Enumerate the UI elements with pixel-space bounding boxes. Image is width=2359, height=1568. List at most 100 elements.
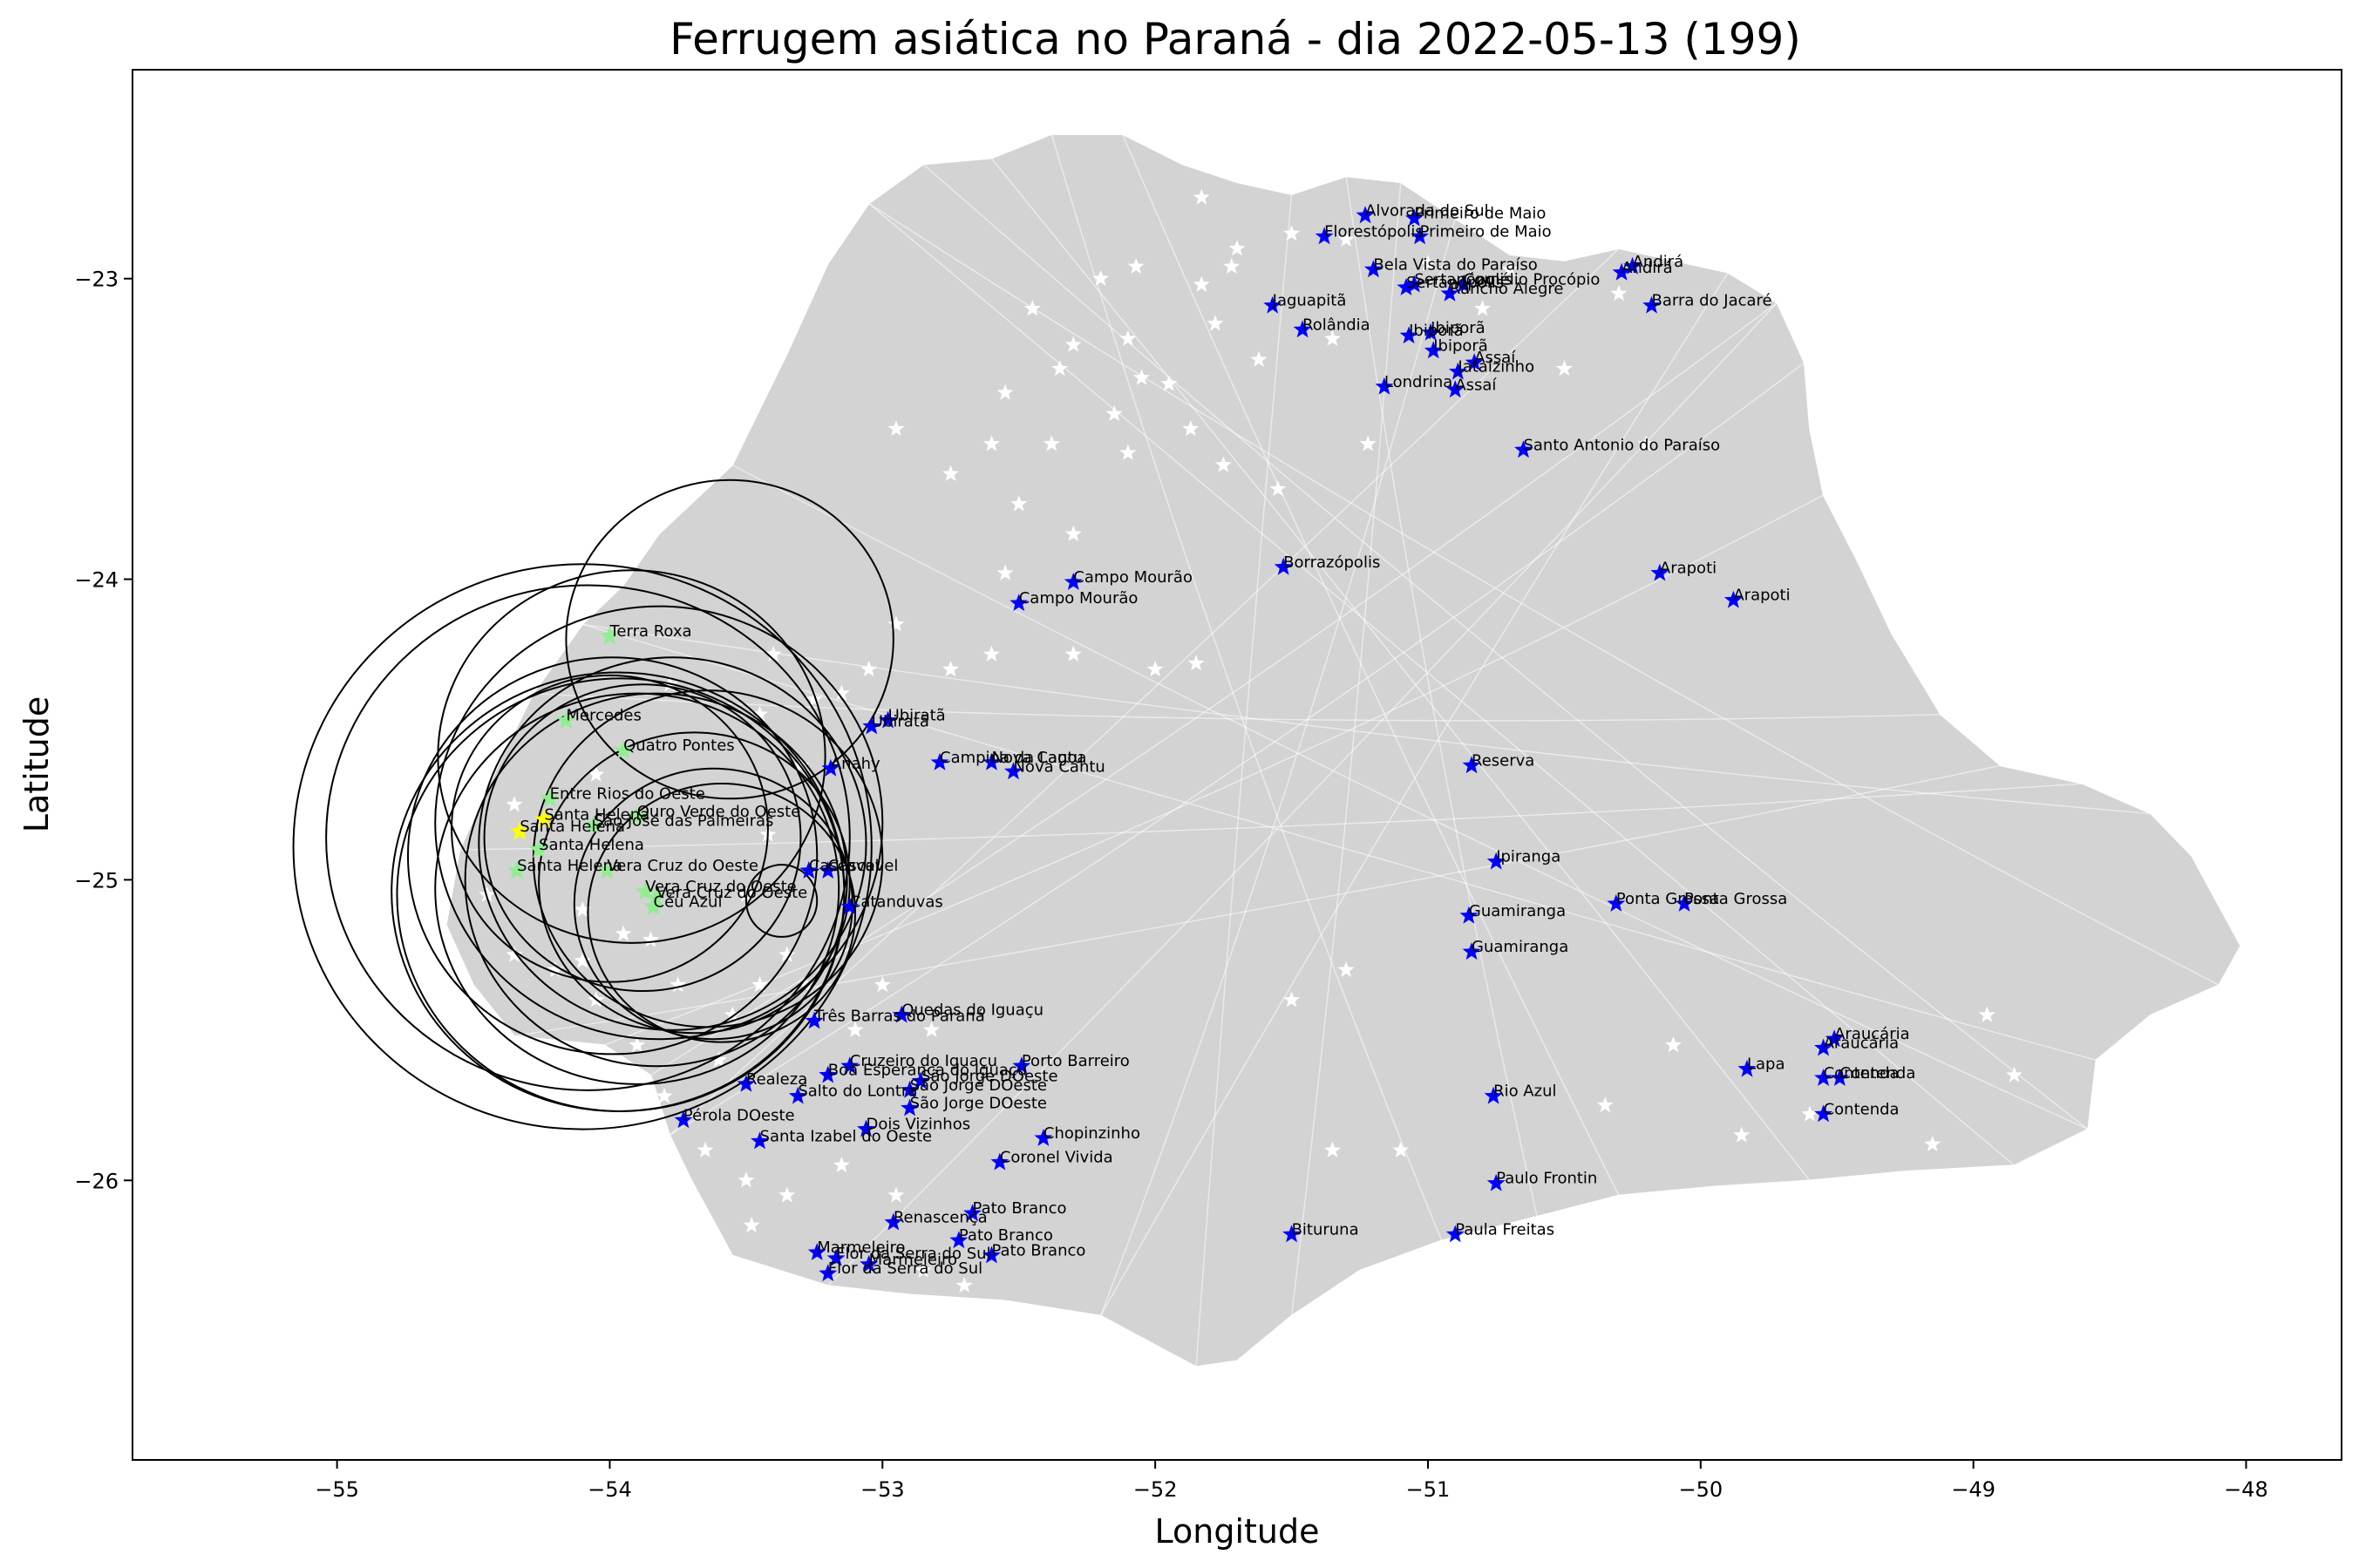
infected-point bbox=[635, 881, 656, 900]
station-marker bbox=[840, 897, 860, 915]
point-label: Santo Antonio do Paraíso bbox=[1523, 436, 1720, 454]
station-marker bbox=[1484, 1086, 1503, 1104]
background-star bbox=[1187, 655, 1205, 671]
station-marker bbox=[860, 1254, 879, 1273]
point-label: Ibiporã bbox=[1409, 322, 1464, 340]
point-label: Rolândia bbox=[1302, 316, 1370, 334]
x-tick-label: −49 bbox=[1951, 1477, 1995, 1502]
infected-point bbox=[556, 709, 576, 730]
background-star bbox=[1146, 661, 1164, 677]
station-marker bbox=[857, 1119, 875, 1137]
background-star bbox=[1801, 1105, 1819, 1122]
station-marker bbox=[1404, 208, 1424, 227]
background-star bbox=[738, 1171, 755, 1188]
station-marker bbox=[1448, 362, 1467, 380]
point-label: Nova Cantu bbox=[991, 749, 1083, 767]
buffer-circle bbox=[325, 584, 851, 1091]
background-star bbox=[1474, 300, 1492, 316]
point-label: Pérola DOeste bbox=[683, 1106, 795, 1124]
station-marker bbox=[879, 710, 897, 729]
point-label: Jaguapitã bbox=[1272, 292, 1347, 310]
background-star bbox=[1250, 350, 1268, 367]
point-label: Contenda bbox=[1824, 1100, 1900, 1118]
x-tick-label: −53 bbox=[860, 1477, 905, 1502]
station-marker bbox=[1825, 1029, 1844, 1048]
buffer-circle bbox=[434, 605, 884, 1041]
background-star bbox=[778, 1186, 796, 1203]
boundary-line bbox=[582, 623, 2152, 815]
map-layer bbox=[445, 133, 2242, 1368]
background-star bbox=[1596, 1096, 1614, 1113]
background-star bbox=[710, 1051, 728, 1068]
point-label: Primeiro de Maio bbox=[1420, 222, 1552, 241]
point-label: Florestópolis bbox=[1324, 222, 1424, 241]
background-star bbox=[887, 615, 905, 632]
station-marker bbox=[963, 1204, 982, 1222]
station-marker bbox=[1004, 762, 1023, 780]
station-marker bbox=[1012, 1056, 1031, 1075]
point-labels: Terra Roxa Mercedes Quatro Pontes Entre Rio… bbox=[517, 201, 1915, 1278]
background-star bbox=[846, 1021, 864, 1037]
station-marker bbox=[788, 1086, 807, 1104]
point-label: São José das Palmeiras bbox=[594, 811, 774, 830]
station-marker bbox=[892, 1005, 911, 1023]
point-label: Borrazópolis bbox=[1283, 553, 1380, 572]
point-label: Barra do Jacaré bbox=[1652, 292, 1772, 310]
station-marker bbox=[1397, 278, 1416, 295]
background-star bbox=[1419, 255, 1437, 271]
station-marker bbox=[1623, 256, 1642, 275]
station-marker bbox=[751, 1131, 769, 1150]
station-marker bbox=[1723, 590, 1743, 608]
station-marker bbox=[901, 1098, 920, 1117]
station-marker bbox=[1404, 275, 1424, 293]
y-axis: −23 −24 −25 −26 bbox=[74, 268, 133, 1193]
point-label: Ubiratã bbox=[872, 713, 929, 731]
station-marker bbox=[1737, 1059, 1757, 1077]
station-marker bbox=[1445, 380, 1465, 398]
point-label: Cascavel bbox=[809, 857, 880, 875]
point-label: Porto Barreiro bbox=[1022, 1052, 1130, 1070]
station-marker bbox=[826, 1248, 846, 1266]
point-label: Reserva bbox=[1472, 751, 1534, 770]
background-star bbox=[1010, 495, 1028, 512]
point-label: Boa Esperança do Iguaçu bbox=[828, 1062, 1028, 1080]
background-star bbox=[887, 1186, 905, 1203]
point-label: Santa Helena bbox=[539, 836, 644, 854]
background-star bbox=[724, 1006, 741, 1022]
background-star bbox=[1555, 360, 1573, 377]
point-label: São Jorge DOeste bbox=[921, 1067, 1057, 1085]
point-label: Assaí bbox=[1455, 376, 1497, 394]
buffer-circle bbox=[483, 683, 802, 993]
background-star bbox=[914, 1261, 932, 1278]
point-label: Campo Mourão bbox=[1073, 568, 1193, 587]
boundary-line bbox=[1290, 182, 1402, 1316]
point-label: Guamiranga bbox=[1469, 902, 1566, 920]
infected-point bbox=[534, 809, 554, 829]
background-star bbox=[996, 564, 1014, 580]
station-marker bbox=[819, 1264, 838, 1282]
point-label: Contenda bbox=[1824, 1064, 1900, 1083]
background-star bbox=[942, 661, 959, 677]
background-star bbox=[2006, 1066, 2023, 1083]
point-label: Arapoti bbox=[1660, 560, 1717, 578]
point-label: Cascavel bbox=[828, 857, 899, 875]
background-star bbox=[1092, 269, 1110, 286]
point-label: Jataizinho bbox=[1457, 358, 1534, 377]
point-label: Londrina bbox=[1384, 373, 1452, 391]
background-star bbox=[1127, 257, 1145, 274]
background-star bbox=[982, 435, 1000, 451]
station-marker bbox=[1010, 594, 1029, 611]
point-label: Céu Azul bbox=[654, 893, 723, 911]
point-label: Primeiro de Maio bbox=[1414, 205, 1546, 223]
point-label: Ipiranga bbox=[1496, 848, 1560, 866]
point-label: Vera Cruz do Oeste bbox=[645, 878, 797, 896]
background-star bbox=[833, 684, 850, 701]
buffer-circle bbox=[406, 656, 819, 1056]
station-marker bbox=[1399, 326, 1418, 344]
station-marker bbox=[737, 1074, 756, 1092]
station-marker bbox=[1315, 227, 1334, 245]
point-label: São Jorge DOeste bbox=[910, 1095, 1047, 1113]
point-label: São Jorge DOeste bbox=[910, 1076, 1047, 1095]
point-label: Lapa bbox=[1747, 1056, 1785, 1074]
x-tick-label: −54 bbox=[588, 1477, 632, 1502]
